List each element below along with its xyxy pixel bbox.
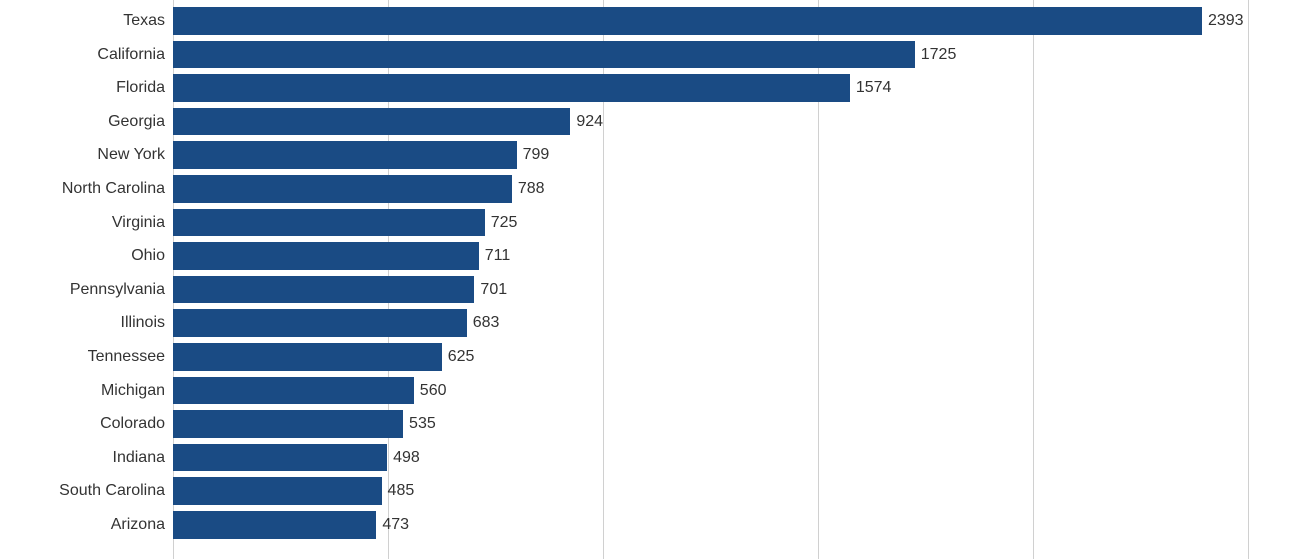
category-label: Illinois <box>0 309 165 337</box>
bar-row: Pennsylvania 701 <box>0 276 1308 304</box>
category-label: Colorado <box>0 410 165 438</box>
bar <box>173 7 1202 35</box>
bar <box>173 511 376 539</box>
bar-row: Ohio 711 <box>0 242 1308 270</box>
category-label: Ohio <box>0 242 165 270</box>
bar <box>173 377 414 405</box>
value-label: 725 <box>491 209 518 237</box>
value-label: 701 <box>480 276 507 304</box>
value-label: 924 <box>576 108 603 136</box>
bar-row: Arizona 473 <box>0 511 1308 539</box>
value-label: 498 <box>393 444 420 472</box>
bar <box>173 242 479 270</box>
value-label: 1725 <box>921 41 957 69</box>
bar-row: South Carolina 485 <box>0 477 1308 505</box>
category-label: North Carolina <box>0 175 165 203</box>
bar <box>173 209 485 237</box>
bar <box>173 74 850 102</box>
category-label: Virginia <box>0 209 165 237</box>
value-label: 799 <box>523 141 550 169</box>
category-label: Tennessee <box>0 343 165 371</box>
bar <box>173 444 387 472</box>
value-label: 473 <box>382 511 409 539</box>
bar <box>173 343 442 371</box>
bar <box>173 276 474 304</box>
bar-row: North Carolina 788 <box>0 175 1308 203</box>
value-label: 1574 <box>856 74 892 102</box>
value-label: 560 <box>420 377 447 405</box>
category-label: South Carolina <box>0 477 165 505</box>
bar <box>173 108 570 136</box>
bar <box>173 175 512 203</box>
bar-row: New York 799 <box>0 141 1308 169</box>
value-label: 535 <box>409 410 436 438</box>
bar-row: Texas 2393 <box>0 7 1308 35</box>
value-label: 711 <box>485 242 511 270</box>
bar-row: Indiana 498 <box>0 444 1308 472</box>
bar <box>173 309 467 337</box>
category-label: Florida <box>0 74 165 102</box>
bar-row: Colorado 535 <box>0 410 1308 438</box>
value-label: 788 <box>518 175 545 203</box>
category-label: Pennsylvania <box>0 276 165 304</box>
category-label: Texas <box>0 7 165 35</box>
category-label: Georgia <box>0 108 165 136</box>
bar-row: Tennessee 625 <box>0 343 1308 371</box>
category-label: Indiana <box>0 444 165 472</box>
bar <box>173 477 382 505</box>
value-label: 485 <box>388 477 415 505</box>
category-label: Arizona <box>0 511 165 539</box>
category-label: California <box>0 41 165 69</box>
bar <box>173 410 403 438</box>
bar <box>173 141 517 169</box>
bar-chart: Texas 2393 California 1725 Florida 1574 Georgi… <box>0 0 1308 559</box>
value-label: 625 <box>448 343 475 371</box>
bar-row: California 1725 <box>0 41 1308 69</box>
value-label: 683 <box>473 309 500 337</box>
value-label: 2393 <box>1208 7 1244 35</box>
bar-row: Virginia 725 <box>0 209 1308 237</box>
bar-row: Florida 1574 <box>0 74 1308 102</box>
category-label: Michigan <box>0 377 165 405</box>
category-label: New York <box>0 141 165 169</box>
bar-row: Georgia 924 <box>0 108 1308 136</box>
bar <box>173 41 915 69</box>
bar-row: Michigan 560 <box>0 377 1308 405</box>
bar-row: Illinois 683 <box>0 309 1308 337</box>
